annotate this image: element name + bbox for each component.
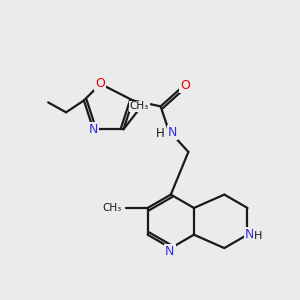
Text: O: O	[95, 77, 105, 90]
Text: H: H	[156, 127, 165, 140]
Text: CH₃: CH₃	[102, 203, 122, 213]
Text: N: N	[165, 244, 175, 258]
Text: CH₃: CH₃	[130, 101, 149, 111]
Text: H: H	[254, 231, 262, 241]
Text: O: O	[181, 79, 190, 92]
Text: N: N	[88, 123, 98, 136]
Text: N: N	[245, 228, 254, 241]
Text: N: N	[168, 126, 177, 139]
